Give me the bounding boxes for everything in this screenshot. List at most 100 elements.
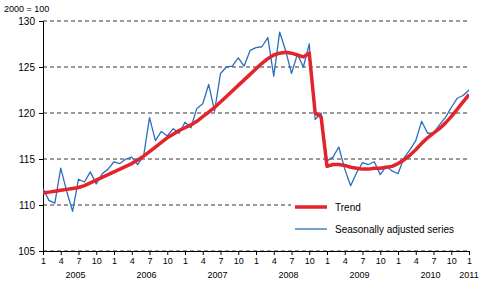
x-tick-mark — [309, 251, 310, 255]
x-tick: 4 — [414, 251, 419, 266]
x-tick-label: 4 — [343, 256, 348, 266]
x-tick: 10 — [376, 251, 386, 266]
x-tick: 7 — [431, 251, 436, 266]
x-tick-mark — [150, 251, 151, 255]
x-tick-label: 1 — [325, 256, 330, 266]
x-tick-mark — [221, 251, 222, 255]
x-tick: 7 — [218, 251, 223, 266]
x-tick-label: 1 — [183, 256, 188, 266]
x-tick-label: 1 — [467, 256, 472, 266]
x-tick-label: 4 — [272, 256, 277, 266]
x-tick-label: 10 — [92, 256, 102, 266]
y-tick-label: 125 — [18, 62, 35, 73]
x-tick-mark — [167, 251, 168, 255]
x-tick-label: 1 — [396, 256, 401, 266]
x-tick-label: 7 — [147, 256, 152, 266]
x-tick-mark — [327, 251, 328, 255]
y-tick-mark — [39, 67, 43, 68]
legend: TrendSeasonally adjusted series — [291, 195, 467, 241]
y-axis-title: 2000 = 100 — [4, 4, 49, 14]
x-tick-mark — [238, 251, 239, 255]
x-tick-label: 4 — [130, 256, 135, 266]
x-tick-mark — [114, 251, 115, 255]
y-tick-mark — [39, 159, 43, 160]
year-label: 2008 — [279, 270, 299, 280]
legend-swatch — [295, 228, 327, 229]
x-tick: 7 — [76, 251, 81, 266]
x-tick-mark — [132, 251, 133, 255]
y-tick-label: 120 — [18, 108, 35, 119]
x-tick-label: 10 — [163, 256, 173, 266]
chart: 1051101151201251301471014710147101471014… — [0, 0, 493, 283]
y-tick-label: 105 — [18, 246, 35, 257]
x-tick-mark — [380, 251, 381, 255]
x-tick-mark — [96, 251, 97, 255]
x-tick: 1 — [325, 251, 330, 266]
y-tick: 120 — [18, 108, 43, 119]
x-tick: 10 — [234, 251, 244, 266]
x-tick-label: 7 — [431, 256, 436, 266]
x-axis-line — [44, 252, 470, 256]
y-tick-mark — [39, 21, 43, 22]
x-tick: 7 — [147, 251, 152, 266]
x-tick: 7 — [360, 251, 365, 266]
y-tick-mark — [39, 113, 43, 114]
x-tick-label: 7 — [76, 256, 81, 266]
x-tick: 1 — [254, 251, 259, 266]
x-tick: 10 — [163, 251, 173, 266]
series-line — [43, 32, 469, 211]
x-tick: 1 — [41, 251, 46, 266]
x-tick: 4 — [272, 251, 277, 266]
x-tick-label: 10 — [305, 256, 315, 266]
year-labels: 2005200620072008200920102011 — [66, 270, 479, 280]
y-tick-mark — [39, 205, 43, 206]
x-tick-label: 1 — [41, 256, 46, 266]
x-tick-label: 7 — [289, 256, 294, 266]
x-tick-label: 4 — [59, 256, 64, 266]
x-tick: 4 — [343, 251, 348, 266]
x-tick: 4 — [201, 251, 206, 266]
x-tick: 1 — [467, 251, 472, 266]
x-tick-mark — [451, 251, 452, 255]
x-tick: 10 — [305, 251, 315, 266]
x-tick-label: 1 — [254, 256, 259, 266]
x-tick-label: 4 — [414, 256, 419, 266]
x-tick-mark — [434, 251, 435, 255]
x-tick-mark — [345, 251, 346, 255]
year-label: 2007 — [208, 270, 228, 280]
x-tick-mark — [203, 251, 204, 255]
x-tick-mark — [469, 251, 470, 255]
x-tick: 4 — [59, 251, 64, 266]
year-label: 2010 — [421, 270, 441, 280]
x-tick-mark — [363, 251, 364, 255]
x-tick: 1 — [183, 251, 188, 266]
x-tick-mark — [185, 251, 186, 255]
x-tick-label: 4 — [201, 256, 206, 266]
grid — [43, 21, 469, 251]
x-tick-mark — [79, 251, 80, 255]
y-axis: 105110115120125130 — [18, 16, 43, 257]
y-tick: 105 — [18, 246, 43, 257]
x-tick-mark — [398, 251, 399, 255]
year-label: 2005 — [66, 270, 86, 280]
y-tick: 110 — [19, 200, 43, 211]
legend-box — [291, 195, 467, 241]
y-axis-line — [39, 22, 44, 252]
x-tick: 10 — [92, 251, 102, 266]
x-tick: 1 — [112, 251, 117, 266]
legend-label: Seasonally adjusted series — [335, 224, 454, 235]
x-tick-mark — [416, 251, 417, 255]
y-tick: 130 — [18, 16, 43, 27]
y-tick-mark — [39, 251, 43, 252]
x-tick-label: 1 — [112, 256, 117, 266]
grid-line — [43, 21, 469, 22]
series-line — [43, 52, 469, 193]
x-tick-label: 10 — [447, 256, 457, 266]
x-tick-mark — [256, 251, 257, 255]
legend-swatch — [295, 205, 327, 209]
year-label: 2009 — [350, 270, 370, 280]
x-tick: 7 — [289, 251, 294, 266]
y-tick: 125 — [18, 62, 43, 73]
x-tick-mark — [292, 251, 293, 255]
plot-area — [43, 32, 469, 211]
